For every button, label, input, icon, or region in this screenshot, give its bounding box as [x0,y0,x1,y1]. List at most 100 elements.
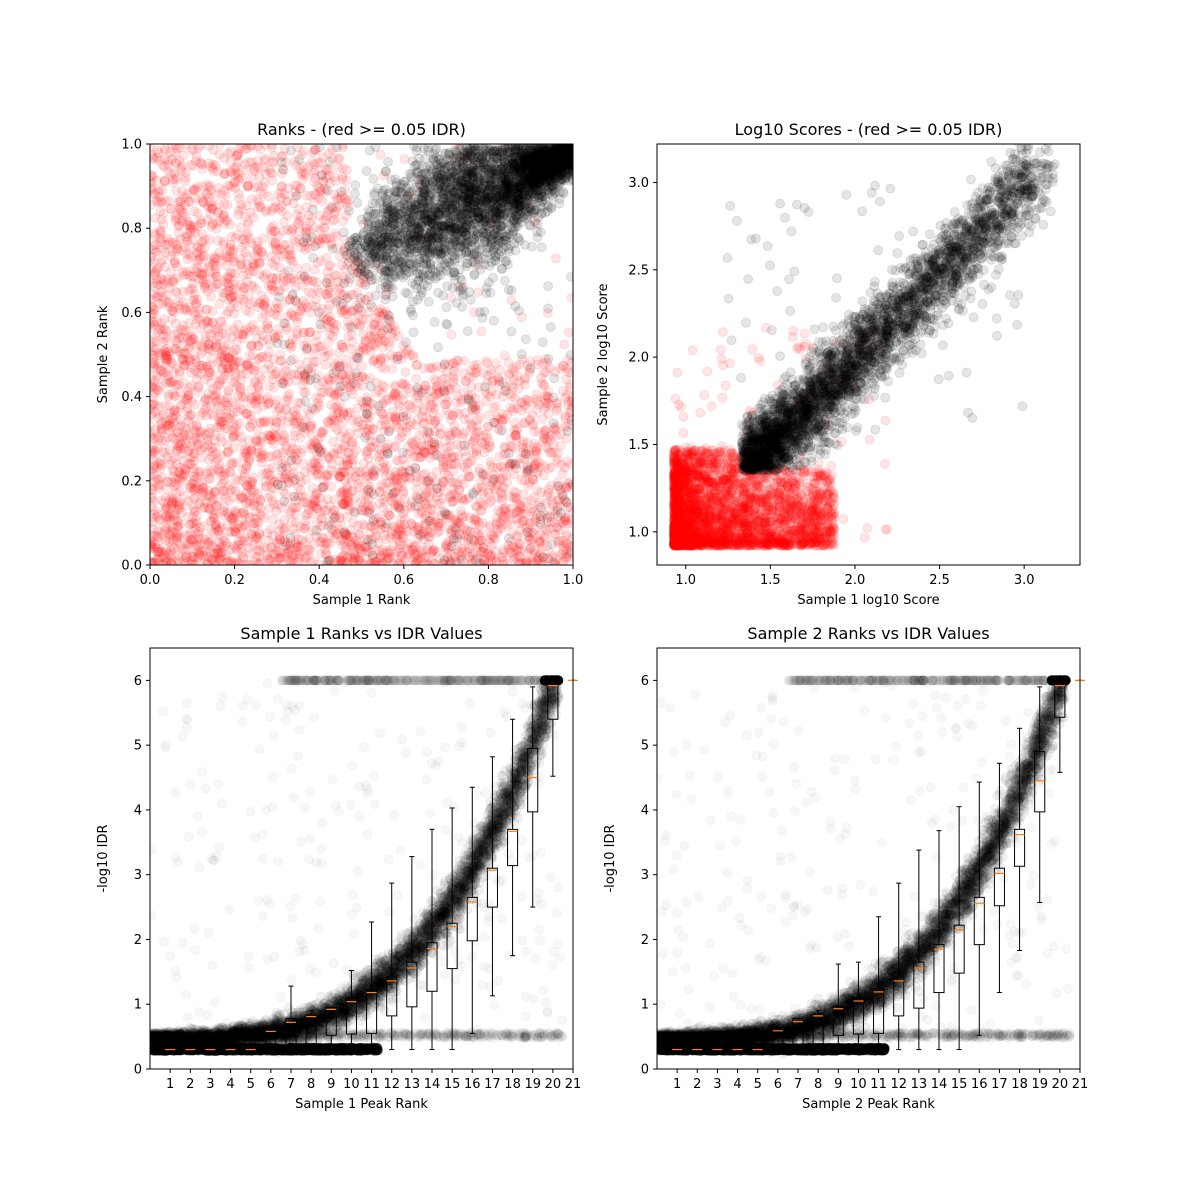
scatter-point [225,457,236,468]
scatter-point [314,400,325,411]
scatter-point [315,185,326,196]
scatter-point [424,531,435,542]
scatter-point [561,552,572,562]
scatter-point [171,504,182,515]
scatter-point [202,304,212,315]
scatter-point [234,385,245,396]
scatter-point [397,550,408,561]
scatter-point [333,361,344,372]
scatter-point [543,409,554,420]
scatter-point [552,403,562,414]
scatter-point [199,234,210,245]
scatter-point [281,405,291,415]
scatter-point [314,380,324,391]
scatter-point [161,354,172,365]
scatter-point [150,300,157,311]
scatter-point [252,447,263,458]
scatter-point [298,146,309,156]
scatter-point [389,475,400,486]
scatter-point [557,468,568,479]
scatter-point [204,158,215,169]
scatter-point [490,358,501,369]
scatter-point [179,242,190,253]
scatter-point [510,429,521,440]
scatter-point [190,309,201,320]
scatter-point [253,517,264,528]
scatter-point [213,465,224,476]
scatter-point [225,242,236,253]
scatter-point [298,295,309,306]
scatter-point [195,193,206,204]
scatter-point [182,254,193,265]
scatter-point [329,390,340,401]
scatter-point [319,223,330,234]
scatter-point [199,503,210,514]
scatter-point [174,333,184,344]
scatter-point [500,511,511,522]
scatter-point [182,539,193,550]
scatter-point [307,508,318,519]
scatter-point [375,434,386,445]
scatter-point [161,325,172,336]
scatter-point [162,476,173,487]
scatter-point [474,536,485,547]
scatter-point [564,412,573,423]
scatter-point [429,544,440,555]
scatter-point [543,463,554,474]
scatter-point [345,343,356,354]
scatter-point [301,227,312,238]
scatter-point [431,396,442,407]
scatter-point [513,383,524,394]
scatter-point [162,274,173,285]
scatter-point [278,276,289,287]
scatter-point [422,440,433,451]
scatter-point [150,308,158,318]
scatter-point [183,415,194,426]
scatter-point [255,417,266,428]
scatter-point [538,556,549,565]
scatter-point [178,270,189,281]
scatter-point [274,244,285,255]
scatter-point [186,479,197,490]
scatter-point [309,493,320,504]
scatter-point [194,340,205,350]
scatter-point [365,420,376,431]
scatter-point [248,472,259,483]
scatter-point [248,540,259,551]
scatter-point [163,452,173,463]
scatter-point [384,552,395,563]
scatter-point [349,541,360,552]
scatter-point [203,473,214,484]
scatter-point [305,439,316,450]
scatter-point [471,485,482,496]
scatter-point [311,531,322,542]
scatter-point [269,382,279,393]
scatter-point [153,554,164,565]
scatter-point [356,306,367,317]
scatter-point [546,480,557,491]
scatter-point [443,409,454,420]
scatter-point [361,295,372,306]
scatter-point [381,556,392,565]
scatter-point [565,407,573,418]
scatter-point [556,459,567,470]
scatter-point [205,467,216,478]
scatter-point [150,506,161,516]
scatter-point [260,144,271,150]
scatter-point [361,258,372,269]
scatter-point [381,395,392,405]
scatter-point [193,483,204,494]
scatter-point [185,367,196,378]
scatter-point [252,195,263,205]
scatter-point [362,446,373,456]
scatter-point [267,273,278,283]
scatter-point [282,196,293,207]
scatter-point [251,395,262,405]
scatter-point [176,165,187,176]
scatter-point [190,156,201,167]
scatter-point [240,238,251,249]
scatter-point [173,296,184,307]
scatter-point [329,402,340,413]
scatter-point [276,415,287,426]
scatter-point [288,256,298,267]
